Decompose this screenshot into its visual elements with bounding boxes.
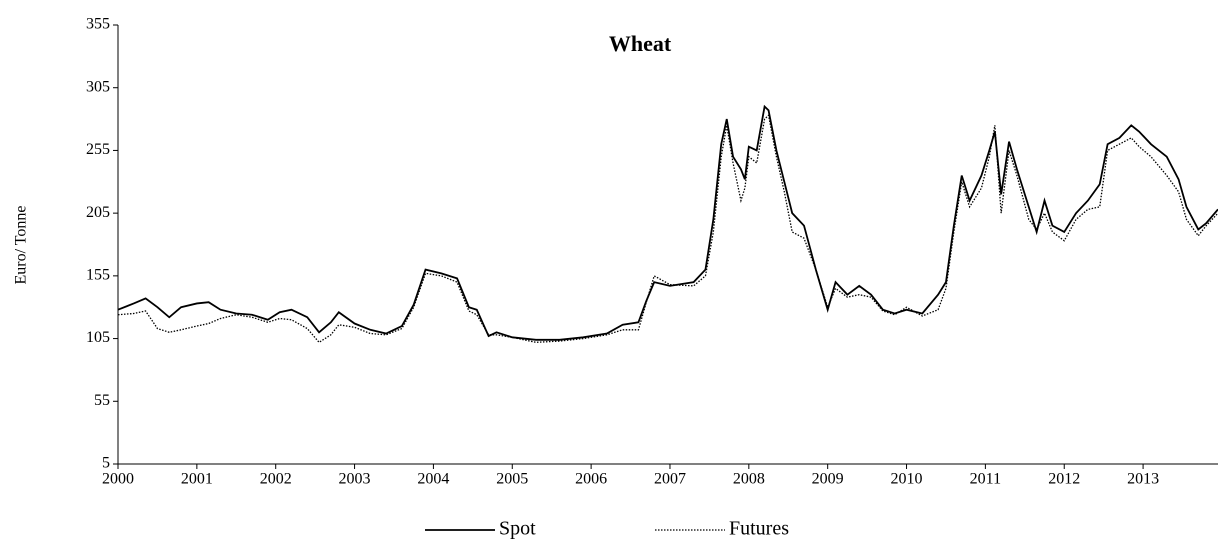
data-line <box>117 114 1218 344</box>
x-tick-label: 2006 <box>575 471 607 488</box>
x-tick-label: 2013 <box>1127 471 1159 488</box>
legend-label: Spot <box>499 518 536 540</box>
legend-label: Futures <box>729 518 789 540</box>
x-tick-label: 2002 <box>260 471 292 488</box>
y-tick-label: 155 <box>86 267 110 284</box>
data-line <box>117 104 1218 341</box>
x-tick-label: 2001 <box>181 471 213 488</box>
y-tick-label: 105 <box>86 329 110 346</box>
y-axis-label: Euro/ Tonne <box>13 205 30 284</box>
x-tick-label: 2011 <box>970 471 1001 488</box>
x-tick-label: 2010 <box>891 471 923 488</box>
x-tick-label: 2003 <box>339 471 371 488</box>
y-tick-label: 255 <box>86 141 110 158</box>
x-tick-label: 2000 <box>102 471 134 488</box>
y-tick-label: 305 <box>86 78 110 95</box>
x-tick-label: 2012 <box>1048 471 1080 488</box>
y-tick-label: 55 <box>94 392 110 409</box>
x-tick-label: 2008 <box>733 471 765 488</box>
chart-title: Wheat <box>609 31 672 56</box>
x-tick-label: 2004 <box>417 471 449 488</box>
y-tick-label: 5 <box>102 455 110 472</box>
x-tick-label: 2005 <box>496 471 528 488</box>
y-tick-label: 355 <box>86 16 110 33</box>
y-tick-label: 205 <box>86 204 110 221</box>
x-tick-label: 2007 <box>654 471 686 488</box>
x-tick-label: 2009 <box>812 471 844 488</box>
